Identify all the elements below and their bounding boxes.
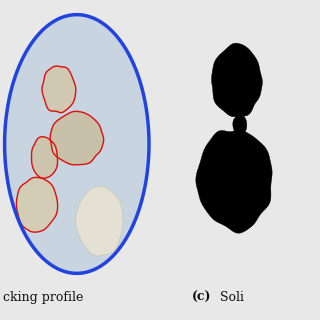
Text: cking profile: cking profile bbox=[3, 291, 84, 304]
Polygon shape bbox=[50, 111, 104, 165]
Polygon shape bbox=[16, 177, 58, 232]
Polygon shape bbox=[196, 130, 272, 233]
Polygon shape bbox=[233, 115, 247, 134]
Text: Soli: Soli bbox=[216, 291, 244, 304]
Polygon shape bbox=[42, 66, 76, 113]
Polygon shape bbox=[75, 186, 123, 256]
Polygon shape bbox=[212, 43, 262, 117]
Text: (c): (c) bbox=[192, 291, 212, 304]
Polygon shape bbox=[4, 15, 149, 273]
Polygon shape bbox=[31, 137, 58, 178]
